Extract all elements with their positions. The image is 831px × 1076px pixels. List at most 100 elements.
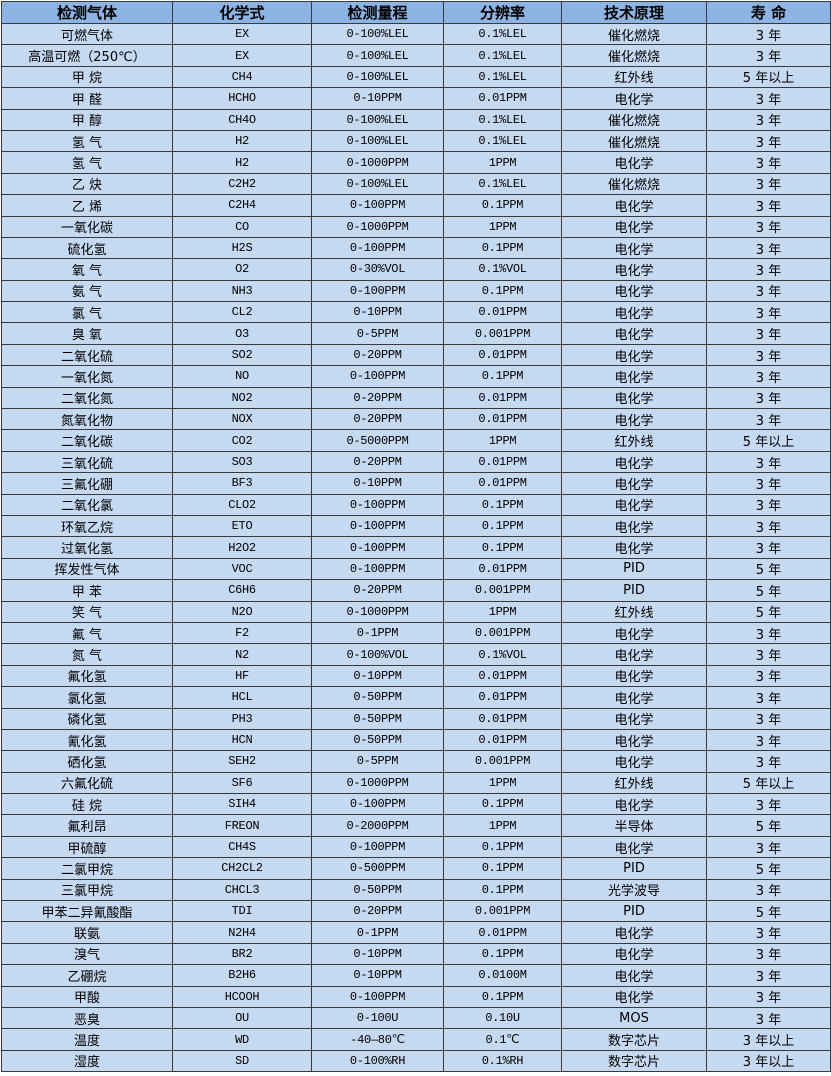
table-body: 可燃气体 EX 0-100%LEL 0.1%LEL 催化燃烧 3 年高温可燃（250℃） E… bbox=[1, 22, 831, 1073]
table-row: 乙硼烷 B2H6 0-10PPM 0.0100M 电化学 3 年 bbox=[1, 964, 831, 987]
cell-range: 0-20PPM bbox=[311, 386, 444, 410]
cell-resolution: 0.01PPM bbox=[443, 664, 562, 688]
cell-formula: H2 bbox=[172, 129, 312, 153]
cell-principle: 电化学 bbox=[561, 258, 707, 281]
header-resolution: 分辨率 bbox=[443, 1, 562, 24]
cell-lifespan: 3 年 bbox=[706, 921, 831, 944]
cell-principle: 红外线 bbox=[561, 429, 707, 452]
cell-formula: SEH2 bbox=[172, 750, 312, 773]
cell-principle: 催化燃烧 bbox=[561, 129, 707, 153]
cell-range: 0-10PPM bbox=[311, 964, 444, 987]
cell-formula: C2H2 bbox=[172, 172, 312, 196]
cell-range: 0-100%LEL bbox=[311, 108, 444, 131]
cell-gas: 乙硼烷 bbox=[1, 964, 173, 987]
cell-gas: 甲酸 bbox=[1, 985, 173, 1008]
cell-principle: 电化学 bbox=[561, 750, 707, 773]
cell-lifespan: 3 年 bbox=[706, 194, 831, 217]
table-row: 氢 气 H2 0-100%LEL 0.1%LEL 催化燃烧 3 年 bbox=[1, 129, 831, 153]
table-row: 氯 气 CL2 0-10PPM 0.01PPM 电化学 3 年 bbox=[1, 301, 831, 324]
cell-formula: CH4O bbox=[172, 108, 312, 131]
cell-lifespan: 3 年 bbox=[706, 365, 831, 388]
cell-principle: 催化燃烧 bbox=[561, 172, 707, 196]
cell-lifespan: 3 年 bbox=[706, 728, 831, 752]
cell-lifespan: 5 年 bbox=[706, 814, 831, 837]
cell-gas: 湿度 bbox=[1, 1049, 173, 1073]
cell-lifespan: 3 年 bbox=[706, 686, 831, 709]
header-gas: 检测气体 bbox=[1, 1, 173, 24]
cell-principle: 电化学 bbox=[561, 707, 707, 730]
cell-resolution: 0.01PPM bbox=[443, 707, 562, 730]
cell-range: 0-100PPM bbox=[311, 557, 444, 581]
cell-gas: 甲 醇 bbox=[1, 108, 173, 131]
cell-gas: 过氧化氢 bbox=[1, 536, 173, 559]
cell-lifespan: 3 年 bbox=[706, 878, 831, 902]
header-principle: 技术原理 bbox=[561, 1, 707, 24]
cell-resolution: 0.01PPM bbox=[443, 301, 562, 324]
cell-range: 0-100%LEL bbox=[311, 129, 444, 153]
cell-principle: 催化燃烧 bbox=[561, 22, 707, 46]
cell-lifespan: 3 年 bbox=[706, 343, 831, 367]
cell-range: 0-100PPM bbox=[311, 793, 444, 816]
cell-range: 0-10PPM bbox=[311, 942, 444, 966]
cell-gas: 氟化氢 bbox=[1, 664, 173, 688]
cell-range: 0-20PPM bbox=[311, 579, 444, 602]
table-row: 温度 WD -40—80℃ 0.1℃ 数字芯片 3 年以上 bbox=[1, 1028, 831, 1051]
cell-resolution: 0.1℃ bbox=[443, 1028, 562, 1051]
cell-resolution: 1PPM bbox=[443, 771, 562, 795]
cell-gas: 硒化氢 bbox=[1, 750, 173, 773]
cell-lifespan: 3 年 bbox=[706, 129, 831, 153]
cell-range: 0-100PPM bbox=[311, 236, 444, 260]
cell-gas: 联氨 bbox=[1, 921, 173, 944]
cell-gas: 溴气 bbox=[1, 942, 173, 966]
cell-formula: H2S bbox=[172, 236, 312, 260]
cell-principle: 电化学 bbox=[561, 686, 707, 709]
cell-resolution: 0.0100M bbox=[443, 964, 562, 987]
table-row: 三氧化硫 SO3 0-20PPM 0.01PPM 电化学 3 年 bbox=[1, 450, 831, 474]
cell-formula: NO bbox=[172, 365, 312, 388]
table-row: 氮 气 N2 0-100%VOL 0.1%VOL 电化学 3 年 bbox=[1, 643, 831, 666]
cell-gas: 二氧化氯 bbox=[1, 493, 173, 516]
cell-formula: SIH4 bbox=[172, 793, 312, 816]
cell-principle: 电化学 bbox=[561, 279, 707, 303]
cell-resolution: 0.1PPM bbox=[443, 236, 562, 260]
cell-resolution: 1PPM bbox=[443, 151, 562, 174]
cell-lifespan: 3 年 bbox=[706, 1006, 831, 1030]
table-row: 乙 炔 C2H2 0-100%LEL 0.1%LEL 催化燃烧 3 年 bbox=[1, 172, 831, 196]
table-row: 甲 醇 CH4O 0-100%LEL 0.1%LEL 催化燃烧 3 年 bbox=[1, 108, 831, 131]
cell-resolution: 0.01PPM bbox=[443, 87, 562, 110]
cell-range: 0-2000PPM bbox=[311, 814, 444, 837]
cell-resolution: 1PPM bbox=[443, 814, 562, 837]
cell-lifespan: 3 年 bbox=[706, 707, 831, 730]
cell-range: 0-50PPM bbox=[311, 878, 444, 902]
cell-gas: 可燃气体 bbox=[1, 22, 173, 46]
cell-resolution: 0.01PPM bbox=[443, 450, 562, 474]
cell-range: 0-100%LEL bbox=[311, 44, 444, 67]
table-row: 甲 烷 CH4 0-100%LEL 0.1%LEL 红外线 5 年以上 bbox=[1, 65, 831, 89]
cell-range: 0-100%LEL bbox=[311, 65, 444, 89]
cell-principle: 催化燃烧 bbox=[561, 108, 707, 131]
cell-gas: 二氧化氮 bbox=[1, 386, 173, 410]
table-row: 甲酸 HCOOH 0-100PPM 0.1PPM 电化学 3 年 bbox=[1, 985, 831, 1008]
table-row: 联氨 N2H4 0-1PPM 0.01PPM 电化学 3 年 bbox=[1, 921, 831, 944]
cell-lifespan: 3 年 bbox=[706, 750, 831, 773]
cell-gas: 高温可燃（250℃） bbox=[1, 44, 173, 67]
cell-principle: 电化学 bbox=[561, 514, 707, 538]
header-range: 检测量程 bbox=[311, 1, 444, 24]
cell-principle: 电化学 bbox=[561, 87, 707, 110]
table-row: 乙 烯 C2H4 0-100PPM 0.1PPM 电化学 3 年 bbox=[1, 194, 831, 217]
cell-range: 0-100%LEL bbox=[311, 22, 444, 46]
table-row: 高温可燃（250℃） EX 0-100%LEL 0.1%LEL 催化燃烧 3 年 bbox=[1, 44, 831, 67]
cell-range: 0-100PPM bbox=[311, 279, 444, 303]
cell-principle: PID bbox=[561, 579, 707, 602]
cell-resolution: 0.001PPM bbox=[443, 621, 562, 645]
cell-gas: 三氧化硫 bbox=[1, 450, 173, 474]
table-row: 硫化氢 H2S 0-100PPM 0.1PPM 电化学 3 年 bbox=[1, 236, 831, 260]
cell-gas: 氮 气 bbox=[1, 643, 173, 666]
cell-principle: 电化学 bbox=[561, 921, 707, 944]
cell-formula: BF3 bbox=[172, 472, 312, 495]
table-row: 磷化氢 PH3 0-50PPM 0.01PPM 电化学 3 年 bbox=[1, 707, 831, 730]
cell-range: 0-100PPM bbox=[311, 194, 444, 217]
table-row: 湿度 SD 0-100%RH 0.1%RH 数字芯片 3 年以上 bbox=[1, 1049, 831, 1073]
cell-lifespan: 5 年 bbox=[706, 579, 831, 602]
cell-lifespan: 5 年以上 bbox=[706, 771, 831, 795]
